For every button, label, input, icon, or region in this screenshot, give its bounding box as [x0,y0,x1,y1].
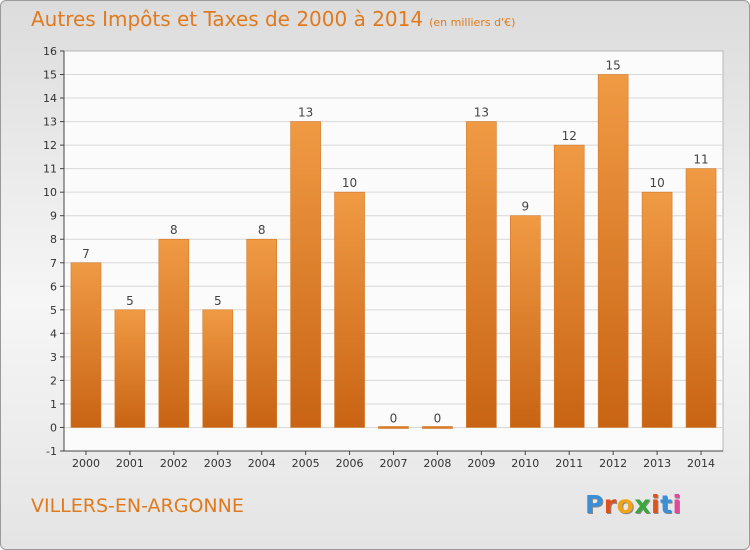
bar-value-label: 15 [606,59,621,73]
x-tick-label: 2009 [467,457,495,470]
bar [553,144,585,428]
bar [114,309,146,428]
y-tick-label: 6 [50,280,57,293]
bar [202,309,234,428]
bar [334,191,365,428]
bar [290,121,321,428]
x-tick-label: 2010 [511,457,539,470]
bar-value-label: 0 [434,411,442,425]
logo-letter: r [603,490,617,519]
x-tick-label: 2012 [599,457,627,470]
logo-letter: P [585,490,604,519]
logo-letter: t [660,490,673,519]
y-tick-label: 4 [50,327,57,340]
place-name: VILLERS-EN-ARGONNE [31,495,244,517]
y-tick-label: 8 [50,233,57,246]
bar [509,215,541,428]
bar-value-label: 7 [82,247,90,261]
bar-value-label: 8 [170,223,178,237]
bar-value-label: 10 [342,176,357,190]
logo-letter: i [651,490,661,519]
x-tick-label: 2003 [204,457,232,470]
bar-value-label: 8 [258,223,266,237]
y-tick-label: 0 [50,421,57,434]
y-tick-label: 14 [43,92,57,105]
bar-value-label: 5 [126,294,134,308]
bar [685,168,717,428]
y-tick-label: 1 [50,398,57,411]
x-tick-label: 2008 [423,457,451,470]
y-tick-label: 2 [50,374,57,387]
bar [422,426,453,429]
bar-value-label: 0 [390,411,398,425]
y-tick-label: 10 [43,186,57,199]
y-tick-label: 13 [43,116,57,129]
bar [70,262,102,428]
logo-letter: i [672,490,682,519]
y-tick-label: 16 [43,45,57,58]
y-tick-label: 11 [43,163,57,176]
bar-value-label: 13 [474,106,489,120]
x-tick-label: 2014 [687,457,715,470]
bar-value-label: 5 [214,294,222,308]
bar-value-label: 13 [298,106,313,120]
x-tick-label: 2000 [72,457,100,470]
x-tick-label: 2011 [555,457,583,470]
bar-value-label: 10 [649,176,664,190]
logo-letter: x [634,490,651,519]
bar-value-label: 12 [562,129,577,143]
bar [158,238,190,428]
logo-letter: o [616,490,635,519]
x-tick-label: 2013 [643,457,671,470]
bar [246,238,277,428]
chart-title-text: Autres Impôts et Taxes de 2000 à 2014 [31,7,424,31]
x-tick-label: 2006 [336,457,364,470]
proxiti-logo: Proxiti [585,490,682,519]
chart-subtitle: (en milliers d'€) [429,16,516,29]
bar [378,426,409,429]
x-tick-label: 2001 [116,457,144,470]
bar [641,191,673,428]
x-tick-label: 2005 [292,457,320,470]
y-tick-label: 3 [50,351,57,364]
y-tick-label: 15 [43,69,57,82]
x-tick-label: 2004 [248,457,276,470]
bar [597,74,629,428]
y-tick-label: 7 [50,257,57,270]
y-tick-label: 9 [50,210,57,223]
bar [466,121,497,428]
x-tick-label: 2007 [380,457,408,470]
x-tick-label: 2002 [160,457,188,470]
y-tick-label: -1 [46,445,57,458]
bar-value-label: 11 [693,153,708,167]
y-tick-label: 12 [43,139,57,152]
chart-title: Autres Impôts et Taxes de 2000 à 2014 (en… [31,7,515,31]
y-tick-label: 5 [50,304,57,317]
bar-value-label: 9 [521,200,529,214]
